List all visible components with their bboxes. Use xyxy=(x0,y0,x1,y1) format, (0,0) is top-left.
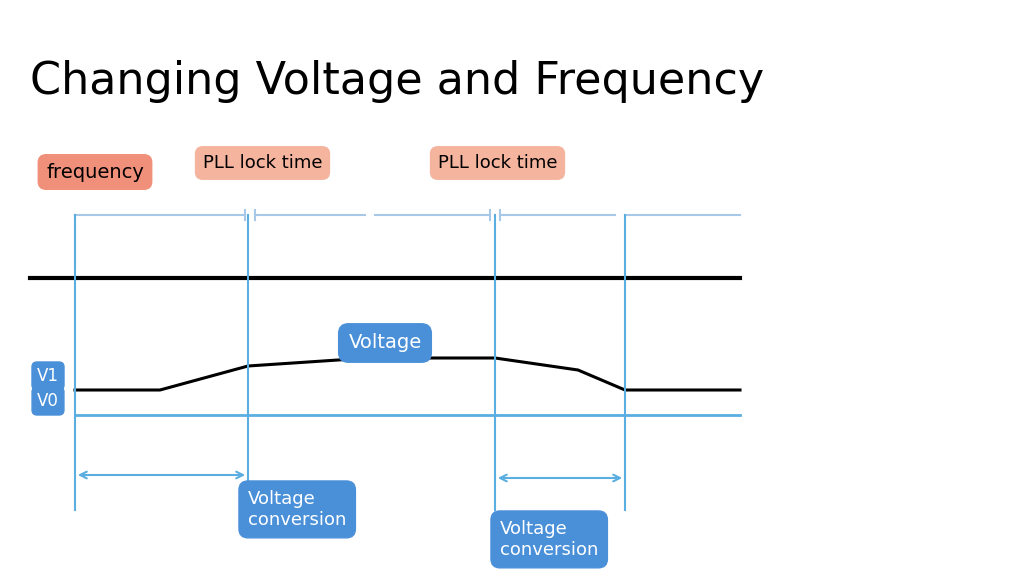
Text: Voltage
conversion: Voltage conversion xyxy=(500,520,598,559)
Text: frequency: frequency xyxy=(46,162,144,181)
Text: PLL lock time: PLL lock time xyxy=(437,154,557,172)
Text: V0: V0 xyxy=(37,392,59,410)
Text: PLL lock time: PLL lock time xyxy=(203,154,323,172)
Text: Changing Voltage and Frequency: Changing Voltage and Frequency xyxy=(30,60,764,103)
Text: V1: V1 xyxy=(37,367,59,385)
Text: Voltage: Voltage xyxy=(348,334,422,353)
Text: Voltage
conversion: Voltage conversion xyxy=(248,490,346,529)
